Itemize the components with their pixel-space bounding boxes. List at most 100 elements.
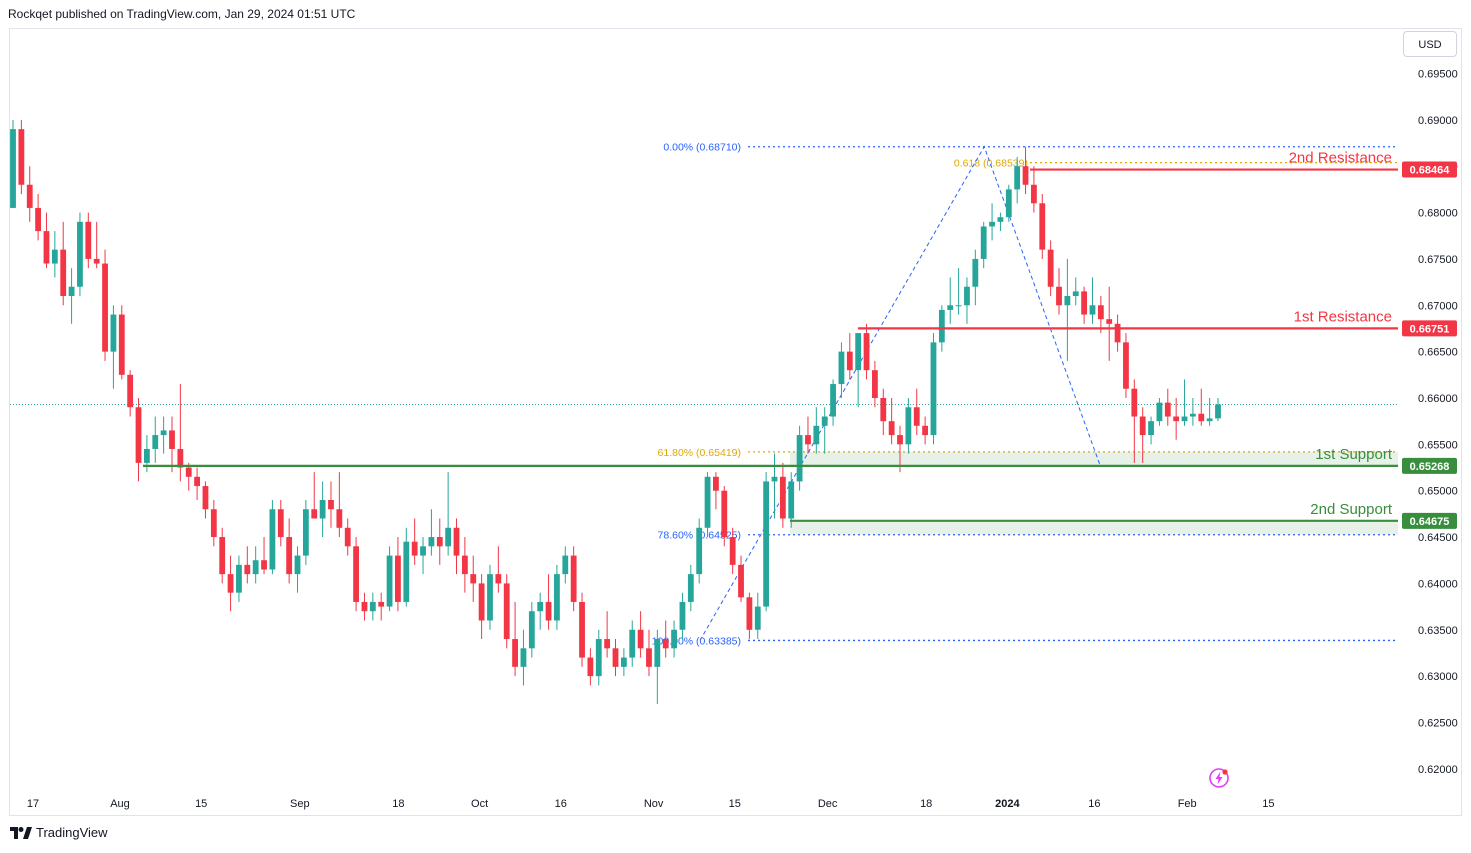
candle-body xyxy=(646,648,652,667)
price-tag: 0.65268 xyxy=(1410,461,1450,473)
candle-body xyxy=(261,560,267,570)
candle-body xyxy=(1198,413,1205,422)
candle-body xyxy=(888,421,895,436)
candle-body xyxy=(252,560,259,575)
candle-body xyxy=(1148,421,1154,436)
candle-body xyxy=(830,384,836,417)
candle-body xyxy=(813,425,820,445)
candle-body xyxy=(194,476,200,487)
currency-button[interactable]: USD xyxy=(1403,31,1457,57)
candle-body xyxy=(244,564,251,575)
candle-body xyxy=(319,499,326,519)
candle-body xyxy=(872,370,878,398)
candle-body xyxy=(1164,402,1171,417)
candle-body xyxy=(369,601,376,612)
candle-body xyxy=(1005,189,1012,218)
candle-body xyxy=(219,537,226,575)
candle-body xyxy=(1097,305,1104,320)
level-label: 1st Support xyxy=(1315,446,1393,463)
lightning-icon[interactable] xyxy=(1208,767,1230,789)
candle-body xyxy=(169,430,175,449)
chart-frame xyxy=(9,28,1462,816)
candle-body xyxy=(1047,249,1054,287)
candle-body xyxy=(461,555,468,575)
candle-body xyxy=(311,509,318,519)
candle-body xyxy=(537,601,544,612)
candle-body xyxy=(403,541,410,602)
candle-body xyxy=(177,448,184,468)
y-tick-label: 0.62500 xyxy=(1418,717,1458,729)
candle-body xyxy=(1064,296,1071,306)
candle-body xyxy=(587,657,594,677)
candle-body xyxy=(26,184,33,208)
candle-body xyxy=(1039,203,1046,250)
candle-body xyxy=(1156,402,1163,422)
candle-body xyxy=(913,407,920,426)
candle-body xyxy=(629,629,636,658)
candle-body xyxy=(1014,166,1021,190)
candle-body xyxy=(880,397,887,422)
candle-body xyxy=(863,333,870,371)
y-tick-label: 0.64000 xyxy=(1418,578,1458,590)
candle-body xyxy=(989,221,995,227)
candle-body xyxy=(687,574,694,602)
candle-body xyxy=(779,476,786,519)
candle-body xyxy=(1022,166,1029,185)
support-zone-1 xyxy=(790,451,1398,466)
price-tag: 0.68464 xyxy=(1410,165,1451,177)
candle-body xyxy=(545,601,552,621)
candle-body xyxy=(579,601,585,658)
candle-body xyxy=(980,226,987,259)
x-tick-label: 15 xyxy=(195,798,207,810)
candle-body xyxy=(938,309,945,343)
candle-body xyxy=(838,351,845,385)
candle-body xyxy=(386,555,393,607)
candle-body xyxy=(361,601,368,612)
candle-body xyxy=(1089,305,1096,315)
candle-body xyxy=(713,476,719,491)
y-tick-label: 0.66000 xyxy=(1418,393,1458,405)
fib-label: 0.00% (0.68710) xyxy=(663,142,741,154)
candle-body xyxy=(1056,286,1062,306)
level-label: 2nd Support xyxy=(1310,501,1393,518)
candle-body xyxy=(353,546,359,602)
candle-body xyxy=(227,574,234,593)
price-tag-bg xyxy=(1402,161,1457,178)
candle-body xyxy=(436,537,443,547)
candle-body xyxy=(846,351,853,371)
candle-body xyxy=(905,407,912,445)
y-tick-label: 0.65000 xyxy=(1418,486,1458,498)
candle-body xyxy=(143,448,150,463)
price-tag-bg xyxy=(1402,457,1457,474)
y-tick-label: 0.65500 xyxy=(1418,439,1458,451)
candle-body xyxy=(51,249,58,264)
candle-body xyxy=(947,305,954,310)
candle-body xyxy=(997,217,1004,222)
candle-body xyxy=(110,314,117,352)
x-tick-label: Aug xyxy=(110,798,130,810)
candle-body xyxy=(35,207,42,232)
tradingview-logo-icon xyxy=(10,826,32,839)
support-zone-2 xyxy=(790,520,1398,535)
candle-body xyxy=(738,564,744,598)
swing-path xyxy=(699,145,1101,641)
candle-body xyxy=(236,564,242,593)
x-tick-label: Feb xyxy=(1178,798,1197,810)
candle-body xyxy=(160,430,167,436)
candle-body xyxy=(1189,413,1196,417)
x-tick-label: Sep xyxy=(290,798,310,810)
candle-body xyxy=(788,481,795,519)
tradingview-footer[interactable]: TradingView xyxy=(10,825,108,840)
candle-body xyxy=(202,486,209,510)
candle-body xyxy=(654,639,661,667)
candle-body xyxy=(696,527,703,575)
x-tick-label: Dec xyxy=(818,798,838,810)
candle-body xyxy=(930,342,937,436)
candle-body xyxy=(60,249,67,297)
candle-body xyxy=(68,286,75,297)
fib-label: 61.80% (0.65419) xyxy=(658,447,741,459)
candle-body xyxy=(805,435,811,445)
candle-body xyxy=(411,541,418,556)
candle-body xyxy=(1206,418,1213,422)
